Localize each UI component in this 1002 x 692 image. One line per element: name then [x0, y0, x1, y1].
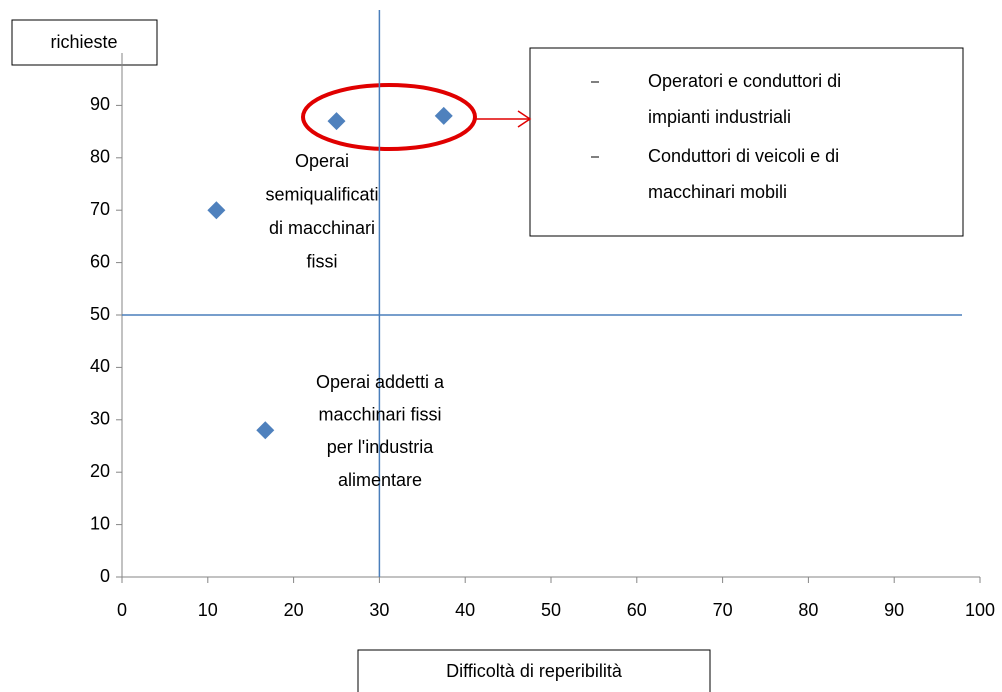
y-axis-label: richieste	[50, 32, 117, 52]
point	[327, 112, 346, 131]
callout-text: Operatori e conduttori di	[648, 71, 841, 91]
y-tick-label: 40	[90, 356, 110, 376]
x-tick-label: 100	[965, 600, 995, 620]
y-tick-label: 10	[90, 513, 110, 533]
x-tick-label: 30	[369, 600, 389, 620]
y-tick-label: 30	[90, 409, 110, 429]
point	[207, 201, 226, 220]
annotation: macchinari fissi	[318, 404, 441, 424]
x-tick-label: 60	[627, 600, 647, 620]
point	[434, 106, 453, 125]
annotation: Operai addetti a	[316, 372, 445, 392]
annotation: per l'industria	[327, 437, 434, 457]
y-label-box	[11, 19, 158, 66]
y-tick-label: 60	[90, 251, 110, 271]
x-tick-label: 20	[284, 600, 304, 620]
annotation: Operai	[295, 151, 349, 171]
annotation: alimentare	[338, 470, 422, 490]
callout-arrowhead	[517, 110, 532, 128]
annotation: semiqualificati	[265, 184, 378, 204]
callout-box	[529, 47, 964, 237]
x-tick-label: 80	[798, 600, 818, 620]
y-tick-label: 80	[90, 147, 110, 167]
callout-text: Conduttori di veicoli e di	[648, 146, 839, 166]
callout-text: macchinari mobili	[648, 182, 787, 202]
y-tick-label: 50	[90, 304, 110, 324]
y-tick-label: 20	[90, 461, 110, 481]
highlight-ellipse	[301, 83, 477, 151]
y-tick-label: 0	[100, 566, 110, 586]
point	[256, 421, 275, 440]
y-tick-label: 90	[90, 94, 110, 114]
x-label-box	[357, 649, 711, 692]
x-tick-label: 50	[541, 600, 561, 620]
annotation: di macchinari	[269, 218, 375, 238]
x-tick-label: 0	[117, 600, 127, 620]
x-tick-label: 40	[455, 600, 475, 620]
y-tick-label: 70	[90, 199, 110, 219]
annotation: fissi	[307, 251, 338, 271]
x-tick-label: 90	[884, 600, 904, 620]
x-axis-label: Difficoltà di reperibilità	[446, 661, 623, 681]
callout-text: impianti industriali	[648, 107, 791, 127]
x-tick-label: 70	[713, 600, 733, 620]
x-tick-label: 10	[198, 600, 218, 620]
